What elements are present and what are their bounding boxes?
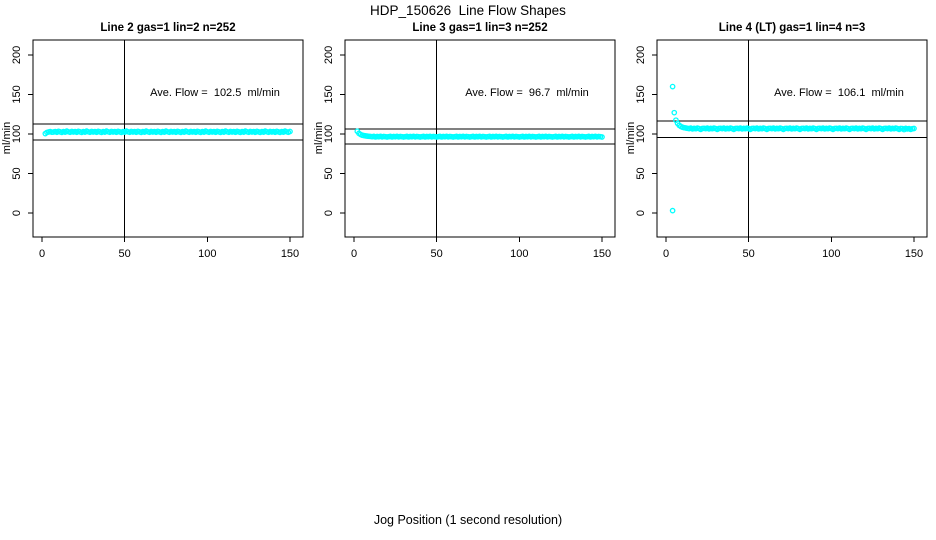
panel-title: Line 2 gas=1 lin=2 n=252 xyxy=(100,22,235,34)
y-axis-label: ml/min xyxy=(313,122,325,154)
x-tick-label: 100 xyxy=(822,248,840,260)
y-tick-label: 100 xyxy=(11,125,23,143)
x-tick-label: 0 xyxy=(351,248,357,260)
y-tick-label: 200 xyxy=(323,46,335,64)
x-tick-label: 50 xyxy=(743,248,755,260)
y-tick-label: 150 xyxy=(323,85,335,103)
axis-box xyxy=(32,39,304,238)
y-tick-label: 0 xyxy=(323,210,335,216)
x-tick-label: 100 xyxy=(198,248,216,260)
x-tick-label: 150 xyxy=(281,248,299,260)
x-tick-label: 0 xyxy=(663,248,669,260)
x-tick-label: 150 xyxy=(593,248,611,260)
axis-box xyxy=(344,39,616,238)
data-point xyxy=(599,134,605,140)
data-point xyxy=(669,83,676,90)
plot-frame: 0 50 100 150 0 50 100 150 200 xyxy=(635,39,928,260)
data-point xyxy=(911,125,917,132)
y-tick-label: 50 xyxy=(323,167,335,179)
plot-frame: 0 50 100 150 0 50 100 150 200 xyxy=(11,39,304,260)
x-tick-label: 50 xyxy=(431,248,443,260)
y-axis-label: ml/min xyxy=(1,122,13,154)
y-axis-label: ml/min xyxy=(625,122,637,154)
panel-title: Line 4 (LT) gas=1 lin=4 n=3 xyxy=(719,22,865,34)
x-axis-label: Jog Position (1 second resolution) xyxy=(373,513,563,527)
axis-box xyxy=(656,39,928,238)
plot-frame: 0 50 100 150 0 50 100 150 200 xyxy=(323,39,616,260)
panel-line4: Line 4 (LT) gas=1 lin=4 n=3 Ave. Flow = … xyxy=(625,22,928,260)
y-tick-label: 0 xyxy=(635,210,647,216)
y-tick-label: 100 xyxy=(635,125,647,143)
data-point xyxy=(669,207,676,214)
y-tick-label: 150 xyxy=(11,85,23,103)
y-tick-label: 150 xyxy=(635,85,647,103)
data-point xyxy=(287,128,293,135)
y-tick-label: 50 xyxy=(11,167,23,179)
data-point xyxy=(671,109,678,116)
ave-flow-annotation: Ave. Flow = 102.5 ml/min xyxy=(150,87,280,99)
y-tick-label: 100 xyxy=(323,125,335,143)
y-tick-label: 200 xyxy=(11,46,23,64)
figure-title: HDP_150626 Line Flow Shapes xyxy=(370,3,566,18)
panel-title: Line 3 gas=1 lin=3 n=252 xyxy=(412,22,547,34)
ave-flow-annotation: Ave. Flow = 106.1 ml/min xyxy=(774,87,904,99)
y-tick-label: 0 xyxy=(11,210,23,216)
x-tick-label: 100 xyxy=(510,248,528,260)
x-tick-label: 150 xyxy=(905,248,923,260)
ave-flow-annotation: Ave. Flow = 96.7 ml/min xyxy=(465,87,589,99)
y-tick-label: 50 xyxy=(635,167,647,179)
panel-line2: Line 2 gas=1 lin=2 n=252 Ave. Flow = 102… xyxy=(1,22,304,260)
x-tick-label: 50 xyxy=(119,248,131,260)
y-tick-label: 200 xyxy=(635,46,647,64)
panel-line3: Line 3 gas=1 lin=3 n=252 Ave. Flow = 96.… xyxy=(313,22,616,260)
x-tick-label: 0 xyxy=(39,248,45,260)
